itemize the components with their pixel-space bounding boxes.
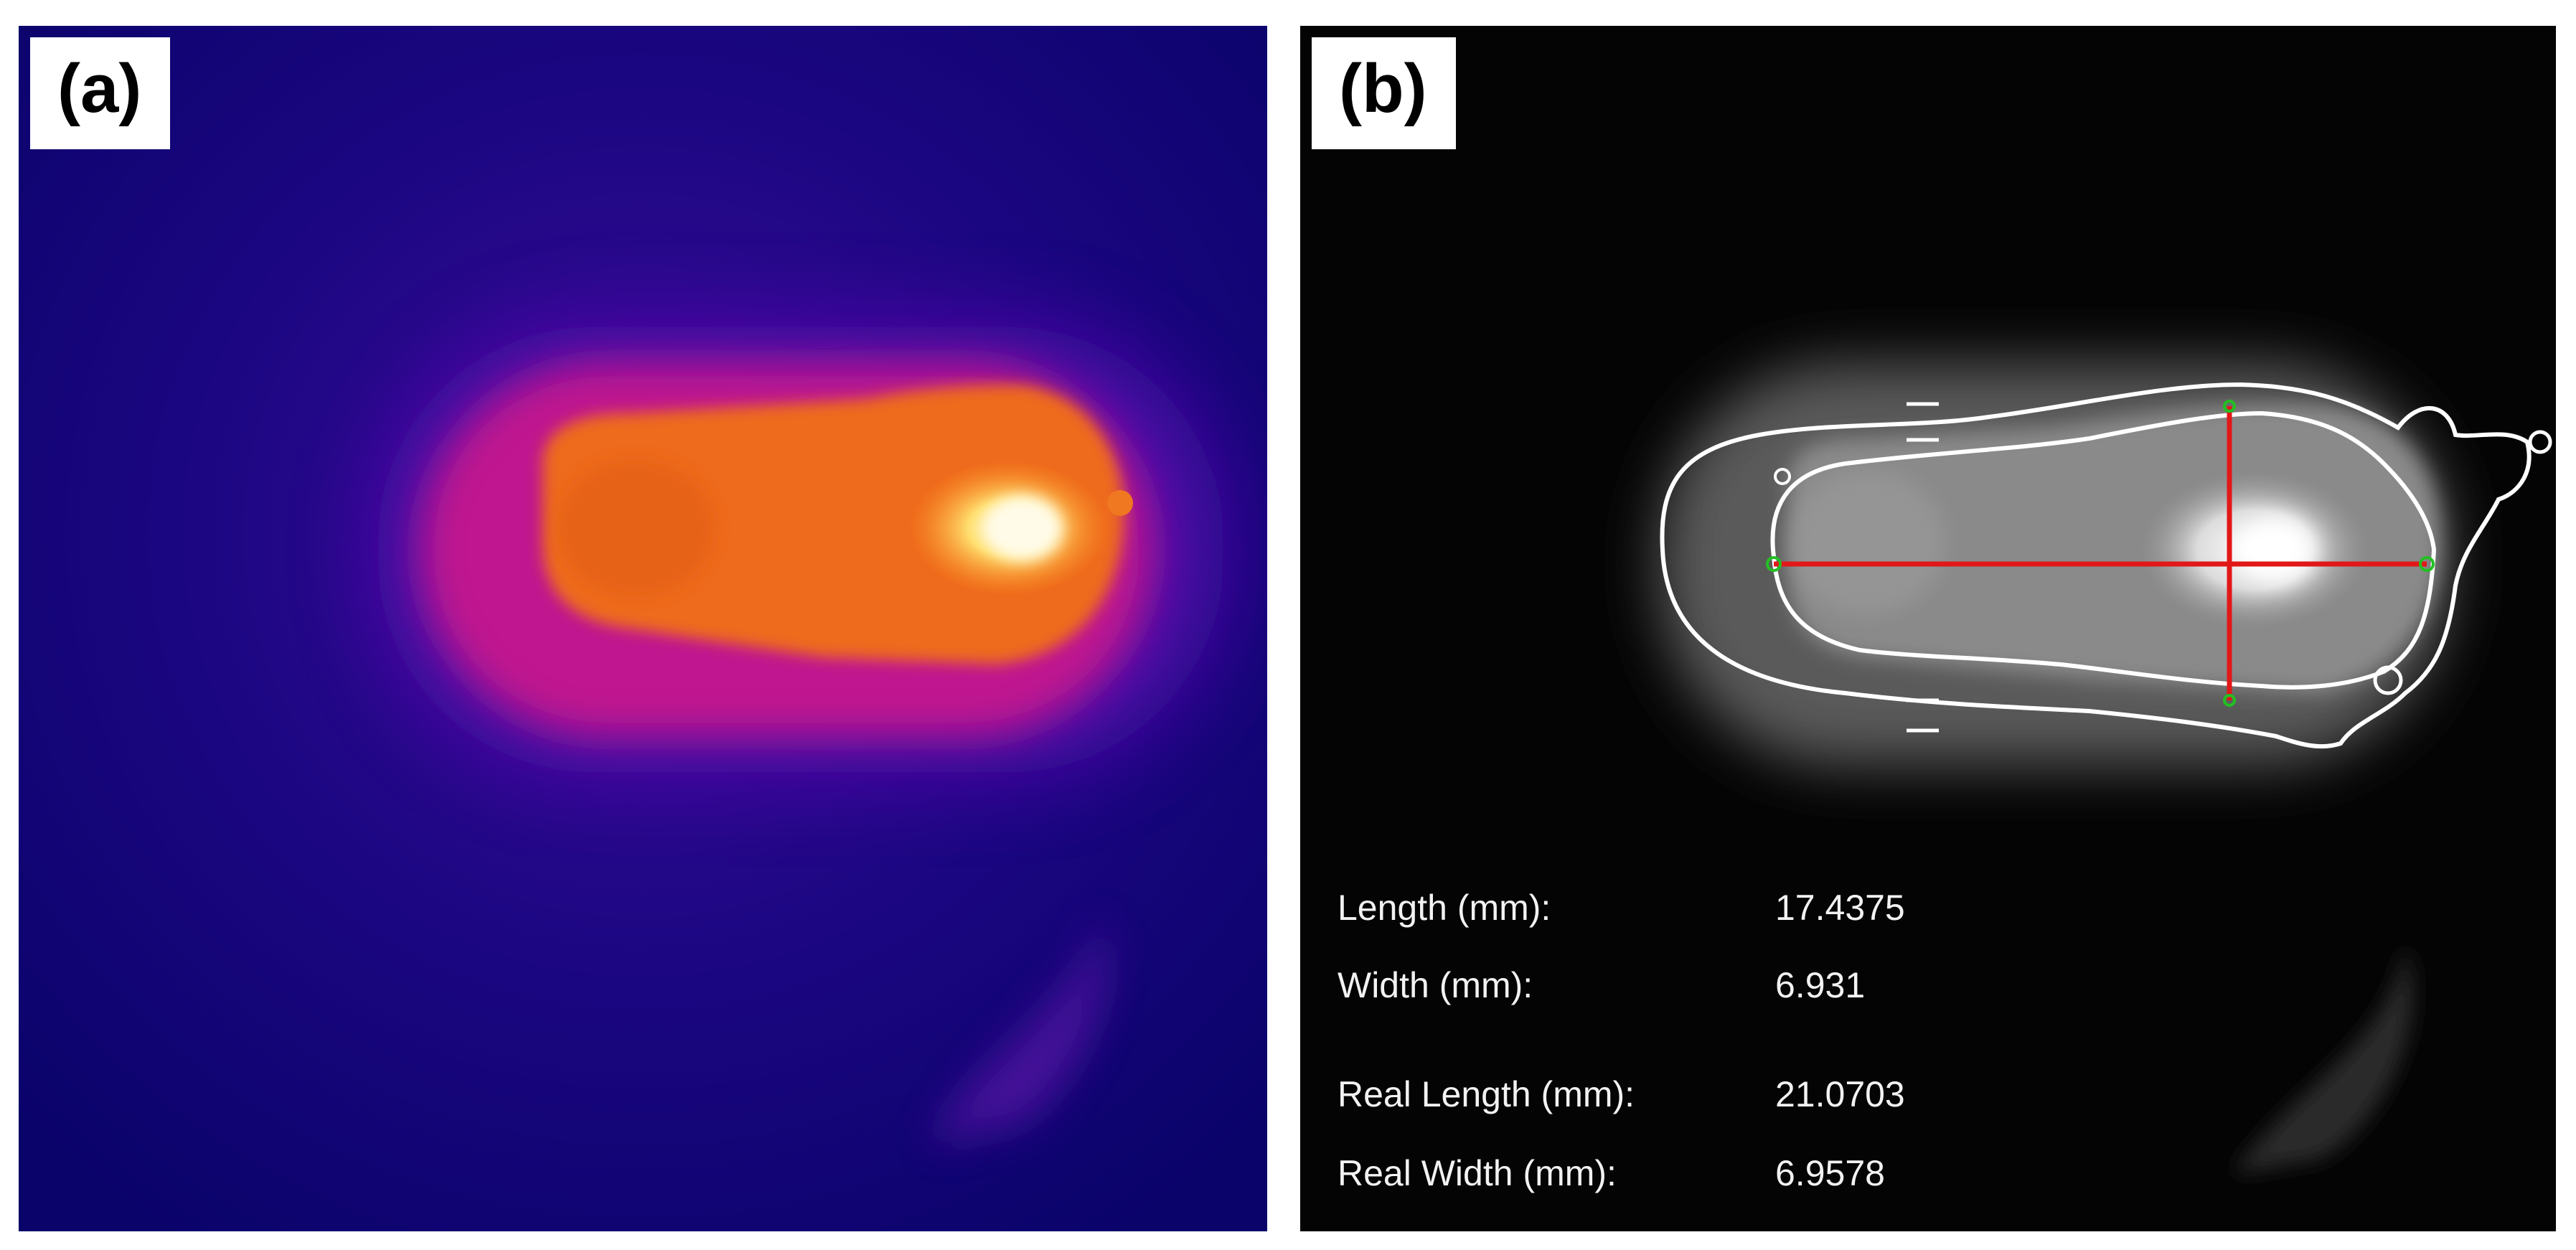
measurement-value-length: 17.4375 (1775, 888, 1905, 928)
panel-label-b: (b) (1312, 37, 1456, 149)
measurement-value-real-width: 6.9578 (1775, 1153, 1885, 1193)
artifact-circle (2528, 430, 2552, 454)
length-endpoint (2419, 556, 2435, 572)
measurement-label-real-length: Real Length (mm): (1338, 1074, 1635, 1114)
artifact-circle (2373, 665, 2403, 695)
measurement-value-width: 6.931 (1775, 965, 1866, 1005)
panel-label-a: (a) (30, 37, 171, 149)
processed-image-panel: (b) Length (mm): 17.4375 Width (mm): 6.9… (1300, 26, 2556, 1231)
measurement-label-length: Length (mm): (1338, 888, 1551, 928)
hot-spot-center (2237, 517, 2316, 582)
thermal-image (19, 26, 1267, 1231)
reflection (930, 916, 1108, 1145)
inner-contour (1770, 410, 2437, 690)
processed-image (1300, 26, 2556, 1231)
measurement-label-width: Width (mm): (1338, 965, 1533, 1005)
measurement-value-real-length: 21.0703 (1775, 1074, 1905, 1114)
tip-spark (1107, 490, 1133, 516)
hot-spot-center (984, 496, 1063, 560)
reflection (2233, 944, 2413, 1174)
thermal-image-panel: (a) (19, 26, 1267, 1231)
width-endpoint (2223, 694, 2236, 707)
artifact-circle (1774, 468, 1791, 485)
measurement-label-real-width: Real Width (mm): (1338, 1153, 1617, 1193)
left-blob (557, 460, 715, 596)
width-endpoint (2223, 400, 2236, 413)
outer-contour (1660, 382, 2532, 749)
length-endpoint (1766, 556, 1782, 572)
melt-pool-core (542, 385, 1124, 664)
left-blob (1788, 471, 1946, 614)
